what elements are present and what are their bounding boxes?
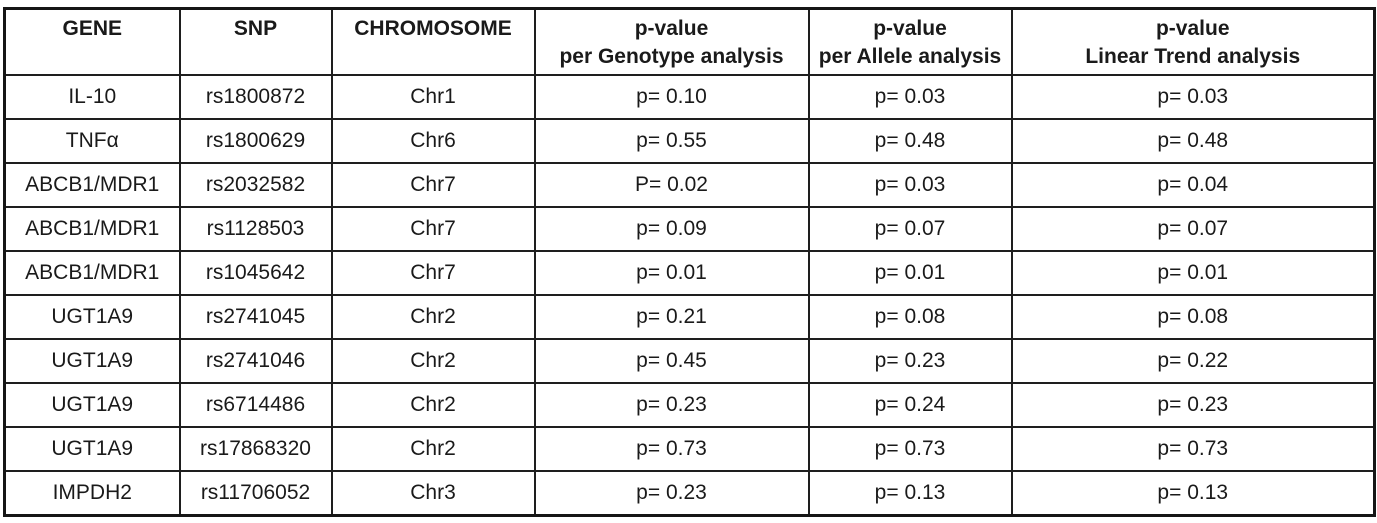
- table-row: UGT1A9 rs2741046 Chr2 p= 0.45 p= 0.23 p= 0.22: [3, 338, 1376, 384]
- cell-pvalue-linear-trend: p= 0.04: [1010, 162, 1376, 208]
- cell-pvalue-linear-trend: p= 0.03: [1010, 74, 1376, 120]
- table-row: UGT1A9 rs2741045 Chr2 p= 0.21 p= 0.08 p= 0.08: [3, 294, 1376, 340]
- cell-gene: IL-10: [3, 74, 181, 120]
- column-header-label: CHROMOSOME: [354, 17, 512, 40]
- cell-gene: ABCB1/MDR1: [3, 250, 181, 296]
- cell-chromosome: Chr2: [330, 382, 536, 428]
- cell-pvalue-allele: p= 0.03: [807, 162, 1013, 208]
- cell-snp: rs1045642: [178, 250, 333, 296]
- cell-gene: ABCB1/MDR1: [3, 162, 181, 208]
- column-header-label: SNP: [233, 17, 278, 40]
- cell-chromosome: Chr2: [330, 294, 536, 340]
- cell-gene: UGT1A9: [3, 426, 181, 472]
- cell-gene: IMPDH2: [3, 470, 181, 517]
- cell-snp: rs1128503: [178, 206, 333, 252]
- cell-gene: UGT1A9: [3, 338, 181, 384]
- cell-pvalue-allele: p= 0.07: [807, 206, 1013, 252]
- column-header-gene: GENE: [3, 7, 181, 76]
- cell-pvalue-genotype: p= 0.23: [533, 382, 810, 428]
- column-header-pvalue-linear-trend: p-value Linear Trend analysis: [1010, 7, 1376, 76]
- table-row: IL-10 rs1800872 Chr1 p= 0.10 p= 0.03 p= 0.03: [3, 74, 1376, 120]
- table-row: TNFα rs1800629 Chr6 p= 0.55 p= 0.48 p= 0.48: [3, 118, 1376, 164]
- cell-gene: UGT1A9: [3, 294, 181, 340]
- cell-pvalue-genotype: p= 0.55: [533, 118, 810, 164]
- cell-pvalue-genotype: p= 0.09: [533, 206, 810, 252]
- column-header-label: GENE: [62, 17, 122, 40]
- cell-pvalue-linear-trend: p= 0.13: [1010, 470, 1376, 517]
- column-header-chromosome: CHROMOSOME: [330, 7, 536, 76]
- cell-pvalue-allele: p= 0.13: [807, 470, 1013, 517]
- cell-chromosome: Chr2: [330, 426, 536, 472]
- cell-pvalue-linear-trend: p= 0.48: [1010, 118, 1376, 164]
- cell-chromosome: Chr3: [330, 470, 536, 517]
- header-row: GENE SNP CHROMOSOME p-value per Genotype…: [3, 7, 1376, 76]
- cell-chromosome: Chr1: [330, 74, 536, 120]
- cell-pvalue-linear-trend: p= 0.73: [1010, 426, 1376, 472]
- cell-chromosome: Chr7: [330, 206, 536, 252]
- column-header-sublabel: per Allele analysis: [818, 45, 1002, 68]
- column-header-snp: SNP: [178, 7, 333, 76]
- cell-snp: rs2741046: [178, 338, 333, 384]
- cell-chromosome: Chr7: [330, 162, 536, 208]
- column-header-pvalue-genotype: p-value per Genotype analysis: [533, 7, 810, 76]
- cell-pvalue-linear-trend: p= 0.23: [1010, 382, 1376, 428]
- cell-pvalue-allele: p= 0.23: [807, 338, 1013, 384]
- cell-chromosome: Chr7: [330, 250, 536, 296]
- cell-snp: rs2741045: [178, 294, 333, 340]
- cell-pvalue-allele: p= 0.03: [807, 74, 1013, 120]
- cell-snp: rs1800629: [178, 118, 333, 164]
- column-header-sublabel: per Genotype analysis: [559, 45, 784, 68]
- table-row: IMPDH2 rs11706052 Chr3 p= 0.23 p= 0.13 p= 0.1…: [3, 470, 1376, 517]
- cell-gene: ABCB1/MDR1: [3, 206, 181, 252]
- cell-snp: rs11706052: [178, 470, 333, 517]
- cell-pvalue-genotype: P= 0.02: [533, 162, 810, 208]
- cell-chromosome: Chr2: [330, 338, 536, 384]
- table-row: UGT1A9 rs6714486 Chr2 p= 0.23 p= 0.24 p= 0.23: [3, 382, 1376, 428]
- column-header-pvalue-allele: p-value per Allele analysis: [807, 7, 1013, 76]
- cell-snp: rs6714486: [178, 382, 333, 428]
- cell-snp: rs2032582: [178, 162, 333, 208]
- cell-pvalue-genotype: p= 0.10: [533, 74, 810, 120]
- cell-snp: rs1800872: [178, 74, 333, 120]
- snp-pvalue-table: GENE SNP CHROMOSOME p-value per Genotype…: [3, 7, 1376, 517]
- cell-pvalue-linear-trend: p= 0.22: [1010, 338, 1376, 384]
- table-row: UGT1A9 rs17868320 Chr2 p= 0.73 p= 0.73 p= 0.7…: [3, 426, 1376, 472]
- table-row: ABCB1/MDR1 rs1045642 Chr7 p= 0.01 p= 0.01 p= …: [3, 250, 1376, 296]
- figure-canvas: GENE SNP CHROMOSOME p-value per Genotype…: [3, 7, 1376, 517]
- cell-pvalue-genotype: p= 0.01: [533, 250, 810, 296]
- cell-pvalue-linear-trend: p= 0.01: [1010, 250, 1376, 296]
- cell-pvalue-genotype: p= 0.23: [533, 470, 810, 517]
- column-header-label: p-value: [634, 17, 709, 40]
- cell-pvalue-genotype: p= 0.73: [533, 426, 810, 472]
- cell-chromosome: Chr6: [330, 118, 536, 164]
- cell-snp: rs17868320: [178, 426, 333, 472]
- column-header-label: p-value: [1155, 17, 1230, 40]
- column-header-sublabel: Linear Trend analysis: [1085, 45, 1301, 68]
- cell-pvalue-linear-trend: p= 0.07: [1010, 206, 1376, 252]
- cell-pvalue-allele: p= 0.01: [807, 250, 1013, 296]
- cell-pvalue-allele: p= 0.08: [807, 294, 1013, 340]
- cell-pvalue-genotype: p= 0.45: [533, 338, 810, 384]
- cell-pvalue-allele: p= 0.48: [807, 118, 1013, 164]
- cell-pvalue-genotype: p= 0.21: [533, 294, 810, 340]
- cell-gene: TNFα: [3, 118, 181, 164]
- table-row: ABCB1/MDR1 rs2032582 Chr7 P= 0.02 p= 0.03 p= …: [3, 162, 1376, 208]
- column-header-label: p-value: [873, 17, 947, 40]
- cell-pvalue-linear-trend: p= 0.08: [1010, 294, 1376, 340]
- table-row: ABCB1/MDR1 rs1128503 Chr7 p= 0.09 p= 0.07 p= …: [3, 206, 1376, 252]
- cell-pvalue-allele: p= 0.24: [807, 382, 1013, 428]
- cell-pvalue-allele: p= 0.73: [807, 426, 1013, 472]
- cell-gene: UGT1A9: [3, 382, 181, 428]
